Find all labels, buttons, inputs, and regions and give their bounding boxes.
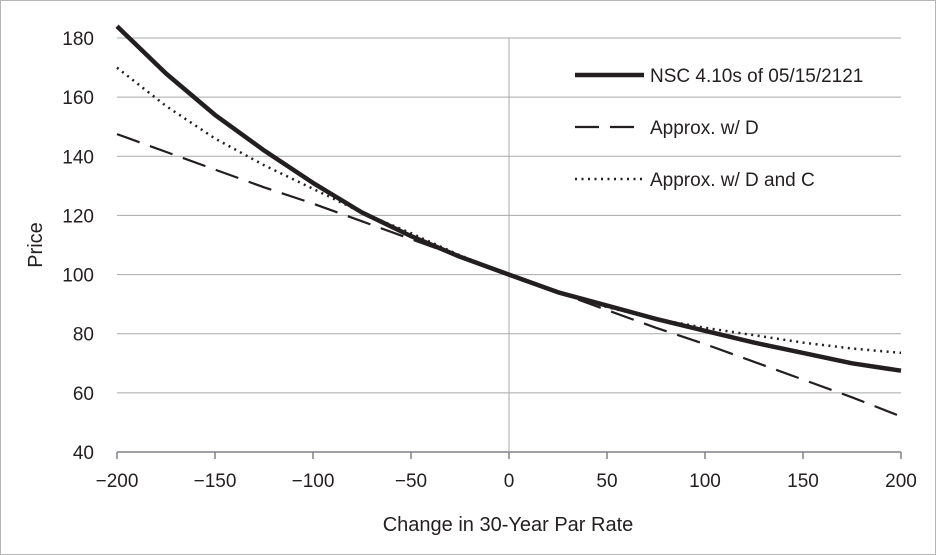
y-tick-label: 160 (62, 88, 94, 109)
x-tick-label: −150 (194, 471, 237, 492)
legend: NSC 4.10s of 05/15/2121 Approx. w/ D Appro… (575, 66, 863, 191)
x-tick-label: 50 (596, 471, 617, 492)
y-axis-title: Price (25, 222, 47, 268)
x-tick-label: 200 (885, 471, 917, 492)
y-tick-label: 40 (73, 443, 94, 464)
tick-labels: 40 60 80 100 120 140 160 180 −200 −150 −100 −50 0 50 1… (62, 29, 917, 492)
x-tick-label: −200 (96, 471, 139, 492)
series-nsc-line (115, 24, 902, 373)
series-lines (115, 24, 902, 418)
grid-lines (117, 37, 901, 394)
legend-label: Approx. w/ D (650, 118, 759, 139)
y-tick-label: 180 (62, 29, 94, 50)
legend-label: Approx. w/ D and C (650, 170, 815, 191)
legend-label: NSC 4.10s of 05/15/2121 (650, 66, 863, 87)
y-tick-label: 80 (73, 325, 94, 346)
x-axis-title: Change in 30-Year Par Rate (383, 514, 634, 536)
x-tick-label: 0 (504, 471, 515, 492)
y-tick-label: 100 (62, 266, 94, 287)
axes (116, 38, 902, 459)
x-tick-label: 100 (689, 471, 721, 492)
y-tick-label: 120 (62, 206, 94, 227)
x-tick-label: 150 (787, 471, 819, 492)
y-tick-label: 140 (62, 147, 94, 168)
x-tick-label: −50 (395, 471, 427, 492)
x-tick-label: −100 (292, 471, 335, 492)
y-tick-label: 60 (73, 384, 94, 405)
